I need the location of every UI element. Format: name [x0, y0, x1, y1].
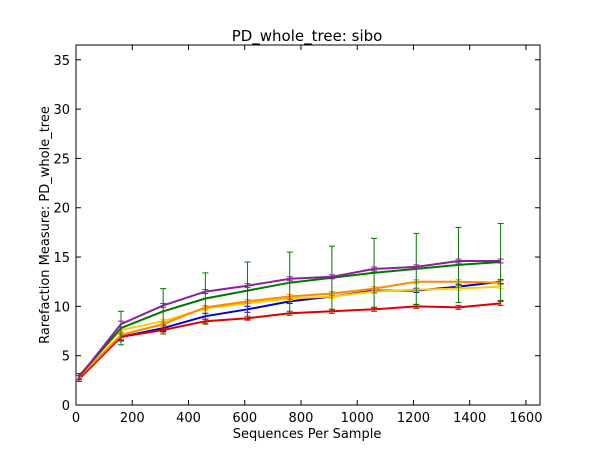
y-tick-label: 25	[53, 152, 70, 167]
y-tick-label: 15	[53, 251, 70, 266]
y-axis-title: Rarefaction Measure: PD_whole_tree	[38, 106, 53, 344]
x-tick-label: 600	[232, 411, 257, 426]
y-tick-label: 30	[53, 103, 70, 118]
y-tick-label: 5	[62, 350, 70, 365]
x-tick-label: 1400	[453, 411, 486, 426]
x-tick-label: 1000	[341, 411, 374, 426]
x-tick-label: 0	[72, 411, 80, 426]
plot-frame	[75, 44, 541, 406]
y-tick-label: 0	[62, 399, 70, 414]
x-tick-label: 1200	[397, 411, 430, 426]
x-tick-label: 800	[289, 411, 314, 426]
y-tick-label: 20	[53, 202, 70, 217]
series-line-4	[78, 261, 501, 378]
plot-area: 0 200 400 600 800 1000 1200 1400 1600 0 5 10 15 20 25 3…	[53, 44, 542, 426]
series-line-5	[78, 260, 501, 379]
chart-title: PD_whole_tree: sibo	[232, 27, 383, 46]
x-tick-label: 1600	[509, 411, 542, 426]
y-tick-label: 35	[53, 54, 70, 69]
x-tick-label: 400	[176, 411, 201, 426]
x-tick-label: 200	[120, 411, 145, 426]
x-axis-title: Sequences Per Sample	[233, 427, 382, 442]
y-tick-label: 10	[53, 300, 70, 315]
